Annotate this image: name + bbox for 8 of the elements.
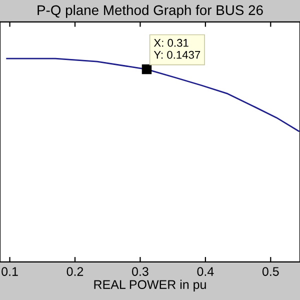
x-tick-label: 0.1 bbox=[2, 267, 18, 276]
x-tick-label: 0.2 bbox=[66, 267, 84, 276]
x-tick-label: 0.4 bbox=[197, 267, 214, 276]
annotation: X: 0.31 Y: 0.1437 bbox=[154, 38, 200, 59]
x-tick-label: 0.5 bbox=[262, 267, 279, 276]
x-axis-title: REAL POWER in pu bbox=[94, 280, 206, 292]
chart-title: P-Q plane Method Graph for BUS 26 bbox=[38, 4, 263, 18]
x-tick-label: 0.3 bbox=[132, 267, 148, 276]
